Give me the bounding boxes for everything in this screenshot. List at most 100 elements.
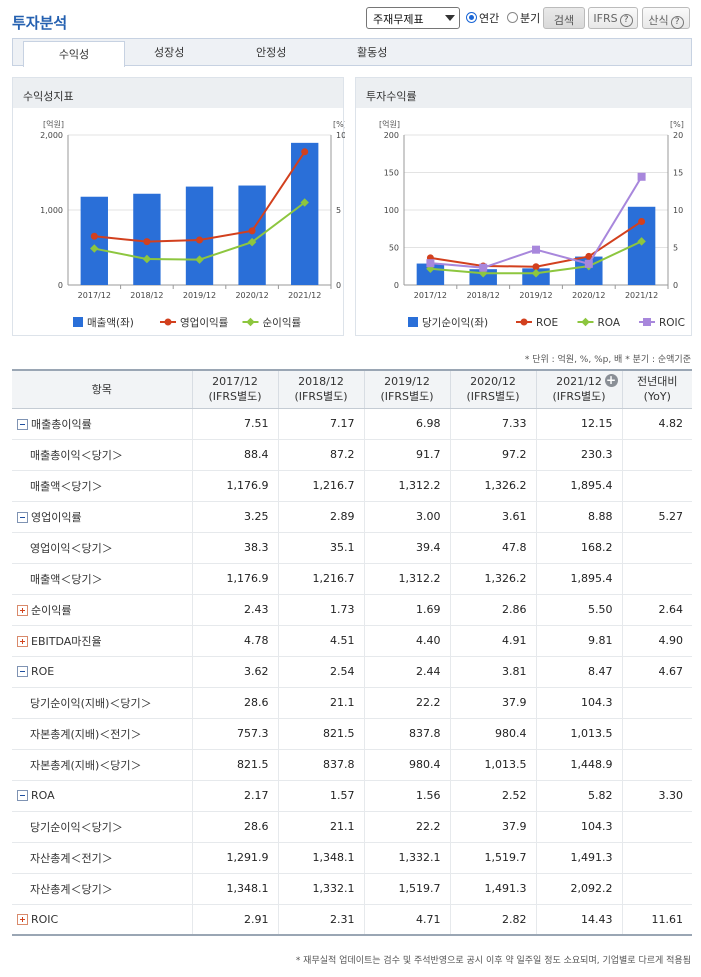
collapse-icon[interactable]: [17, 790, 28, 801]
y-tick-label: 100: [384, 206, 399, 215]
row-label-cell: 당기순이익＜당기＞: [12, 811, 192, 843]
value-cell: 21.1: [277, 687, 364, 719]
tab-activity[interactable]: 활동성: [357, 46, 388, 59]
value-cell: 97.2: [449, 439, 536, 471]
table-row: 영업이익률 3.25 2.89 3.00 3.61 8.88 5.27: [12, 500, 692, 533]
add-column-icon[interactable]: +: [604, 373, 618, 387]
legend-label: 당기순이익(좌): [422, 317, 488, 329]
row-label: ROIC: [31, 912, 59, 926]
value-cell: 2.43: [191, 593, 278, 626]
table-row: 순이익률 2.43 1.73 1.69 2.86 5.50 2.64: [12, 593, 692, 626]
data-point: [90, 244, 99, 253]
y-tick-label: 0: [394, 281, 399, 290]
profitability-table: 항목 2017/12 (IFRS별도) 2018/12 (IFRS별도) 2019/12(…: [12, 369, 692, 936]
column-header: 2017/12 (IFRS별도): [191, 369, 278, 409]
tab-profitability[interactable]: 수익성: [23, 41, 125, 67]
value-cell: [621, 563, 692, 595]
radio-checked-icon: [466, 12, 477, 23]
value-cell: 28.6: [191, 811, 278, 843]
profitability-chart-panel: 수익성지표 [억원] [%] 2,000 1,000 0 10 5 0 2017/12 2018/…: [12, 77, 345, 336]
value-cell: 1,519.7: [449, 842, 536, 874]
value-cell: 4.90: [621, 624, 692, 657]
table-row: ROE 3.62 2.54 2.44 3.81 8.47 4.67: [12, 655, 692, 688]
report-type-value: 주재무제표: [373, 13, 424, 26]
value-cell: 2.82: [449, 903, 536, 936]
row-label-cell: 자본총계(지배)＜당기＞: [12, 749, 192, 781]
legend-marker: [581, 317, 590, 327]
x-tick-label: 2019/12: [519, 291, 552, 300]
value-cell: 88.4: [191, 439, 278, 471]
expand-icon[interactable]: [17, 913, 28, 925]
collapse-icon[interactable]: [17, 511, 28, 523]
data-point: [248, 227, 256, 235]
collapse-icon[interactable]: [17, 418, 28, 430]
legend-item: 영업이익률: [160, 316, 229, 329]
column-header-label: 2020/12: [470, 375, 516, 389]
legend-label: 영업이익률: [180, 316, 229, 329]
collapse-icon[interactable]: [17, 666, 28, 677]
value-cell: 104.3: [535, 687, 622, 719]
row-label-cell: 자산총계＜전기＞: [12, 842, 192, 874]
expand-icon[interactable]: [17, 604, 28, 616]
value-cell: 4.78: [191, 624, 278, 657]
radio-quarter[interactable]: 분기: [507, 10, 540, 26]
bar: [80, 196, 108, 285]
value-cell: 1,013.5: [449, 749, 536, 781]
value-cell: 1,348.1: [191, 873, 278, 905]
column-header-sublabel: (YoY): [643, 390, 671, 404]
table-row: 당기순이익(지배)＜당기＞ 28.6 21.1 22.2 37.9 104.3: [12, 687, 692, 719]
value-cell: 1,176.9: [191, 470, 278, 502]
ifrs-help-button[interactable]: IFRS?: [588, 7, 638, 29]
row-label-cell: 매출총이익＜당기＞: [12, 439, 192, 471]
expand-icon[interactable]: [17, 635, 28, 647]
y2-tick-label: 0: [673, 281, 678, 290]
row-label-cell: 자산총계＜당기＞: [12, 873, 192, 905]
value-cell: 1,326.2: [449, 470, 536, 502]
value-cell: 1,291.9: [191, 842, 278, 874]
x-tick-label: 2018/12: [467, 291, 500, 300]
row-label: 자본총계(지배)＜전기＞: [30, 727, 142, 741]
report-type-select[interactable]: 주재무제표: [366, 7, 460, 29]
value-cell: 35.1: [277, 532, 364, 564]
value-cell: 2.44: [363, 655, 450, 688]
value-cell: [621, 811, 692, 843]
value-cell: 3.00: [363, 500, 450, 533]
search-button[interactable]: 검색: [543, 7, 585, 29]
data-point: [584, 259, 593, 268]
value-cell: 1,348.1: [277, 842, 364, 874]
formula-help-button[interactable]: 산식?: [642, 7, 690, 29]
value-cell: 2,092.2: [535, 873, 622, 905]
legend-label: ROIC: [659, 317, 685, 329]
data-point: [247, 237, 257, 247]
data-point: [585, 252, 593, 260]
value-cell: 821.5: [277, 718, 364, 750]
legend-label: 순이익률: [263, 317, 302, 329]
tab-growth[interactable]: 성장성: [154, 46, 185, 59]
legend-item: 매출액(좌): [73, 317, 134, 329]
value-cell: [621, 687, 692, 719]
row-label: 매출액＜당기＞: [30, 572, 103, 586]
value-cell: 87.2: [277, 439, 364, 471]
radio-annual[interactable]: 연간: [466, 10, 499, 26]
value-cell: 3.81: [449, 655, 536, 688]
row-label-cell: 순이익률: [12, 593, 192, 626]
value-cell: 39.4: [363, 532, 450, 564]
legend-label: ROA: [598, 317, 621, 329]
value-cell: 1,895.4: [535, 563, 622, 595]
tab-stability[interactable]: 안정성: [256, 46, 287, 59]
column-header-label: 2021/12: [556, 375, 602, 389]
value-cell: 168.2: [535, 532, 622, 564]
legend-item: 순이익률: [242, 317, 302, 329]
column-header: 2019/12 (IFRS별도): [363, 369, 450, 409]
value-cell: 2.91: [191, 903, 278, 936]
y-tick-label: 0: [58, 281, 63, 290]
value-cell: [621, 470, 692, 502]
value-cell: 980.4: [449, 718, 536, 750]
value-cell: [621, 718, 692, 750]
value-cell: 2.64: [621, 593, 692, 626]
row-label-cell: 자본총계(지배)＜전기＞: [12, 718, 192, 750]
value-cell: 9.81: [535, 624, 622, 657]
data-point: [426, 259, 435, 268]
column-header-sublabel: (IFRS별도): [380, 390, 434, 404]
value-cell: 22.2: [363, 811, 450, 843]
